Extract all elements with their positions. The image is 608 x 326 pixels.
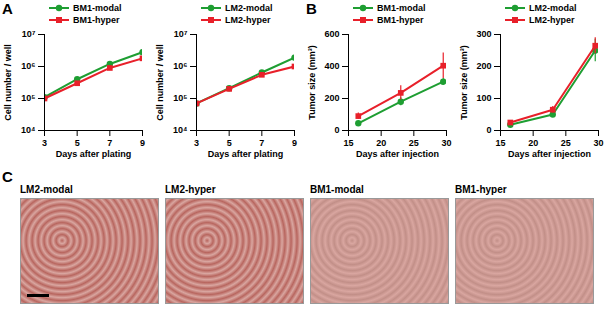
svg-text:3: 3 xyxy=(194,138,199,148)
html-text:BM1-hyper: BM1-hyper xyxy=(73,15,120,25)
svg-text:600: 600 xyxy=(324,29,339,39)
svg-text:9: 9 xyxy=(140,138,145,148)
svg-text:10⁷: 10⁷ xyxy=(174,29,188,39)
svg-text:20: 20 xyxy=(376,138,386,148)
svg-text:10⁶: 10⁶ xyxy=(21,61,35,71)
html-text:A: A xyxy=(2,0,13,17)
svg-text:10⁴: 10⁴ xyxy=(21,125,35,135)
svg-text:Cell number / well: Cell number / well xyxy=(155,44,165,121)
html-text:B: B xyxy=(306,0,317,17)
svg-text:Days after plating: Days after plating xyxy=(56,149,132,159)
html-text:LM2-hyper: LM2-hyper xyxy=(529,15,575,25)
svg-text:Tumor size (mm³): Tumor size (mm³) xyxy=(307,45,317,119)
svg-text:15: 15 xyxy=(495,138,505,148)
svg-text:7: 7 xyxy=(107,138,112,148)
svg-text:Days after injection: Days after injection xyxy=(356,149,439,159)
svg-text:300: 300 xyxy=(476,29,491,39)
svg-text:5: 5 xyxy=(227,138,232,148)
svg-text:Cell number / well: Cell number / well xyxy=(3,44,13,121)
html-text:BM1-modal: BM1-modal xyxy=(377,3,426,13)
html-text:LM2-hyper: LM2-hyper xyxy=(225,15,271,25)
html-text:C: C xyxy=(2,168,13,185)
svg-text:25: 25 xyxy=(409,138,419,148)
svg-text:5: 5 xyxy=(75,138,80,148)
svg-text:0: 0 xyxy=(334,125,339,135)
svg-text:Days after plating: Days after plating xyxy=(208,149,284,159)
html-text:BM1-hyper: BM1-hyper xyxy=(455,184,507,195)
html-text:BM1-modal: BM1-modal xyxy=(73,3,122,13)
svg-text:10⁶: 10⁶ xyxy=(173,61,187,71)
html-text:BM1-hyper: BM1-hyper xyxy=(377,15,424,25)
svg-text:0: 0 xyxy=(486,125,491,135)
svg-text:9: 9 xyxy=(292,138,297,148)
html-text:LM2-modal: LM2-modal xyxy=(20,184,73,195)
svg-text:15: 15 xyxy=(343,138,353,148)
html-text:BM1-modal: BM1-modal xyxy=(310,184,364,195)
html-text:LM2-modal: LM2-modal xyxy=(225,3,273,13)
svg-text:200: 200 xyxy=(476,61,491,71)
html-text:LM2-hyper: LM2-hyper xyxy=(165,184,216,195)
svg-text:7: 7 xyxy=(259,138,264,148)
svg-text:Tumor size (mm³): Tumor size (mm³) xyxy=(459,45,469,119)
svg-text:25: 25 xyxy=(561,138,571,148)
svg-text:200: 200 xyxy=(324,93,339,103)
svg-text:30: 30 xyxy=(593,138,603,148)
svg-text:400: 400 xyxy=(324,61,339,71)
svg-text:Days after injection: Days after injection xyxy=(508,149,591,159)
html-text:LM2-modal: LM2-modal xyxy=(529,3,577,13)
svg-text:10⁵: 10⁵ xyxy=(21,93,35,103)
svg-text:10⁷: 10⁷ xyxy=(22,29,36,39)
svg-text:10⁴: 10⁴ xyxy=(173,125,187,135)
svg-text:20: 20 xyxy=(528,138,538,148)
svg-text:3: 3 xyxy=(42,138,47,148)
svg-text:10⁵: 10⁵ xyxy=(173,93,187,103)
svg-text:30: 30 xyxy=(441,138,451,148)
svg-text:100: 100 xyxy=(476,93,491,103)
